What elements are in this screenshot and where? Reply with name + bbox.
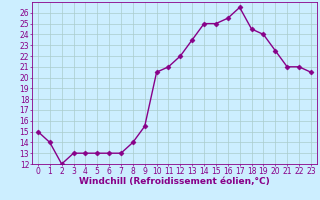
X-axis label: Windchill (Refroidissement éolien,°C): Windchill (Refroidissement éolien,°C) (79, 177, 270, 186)
